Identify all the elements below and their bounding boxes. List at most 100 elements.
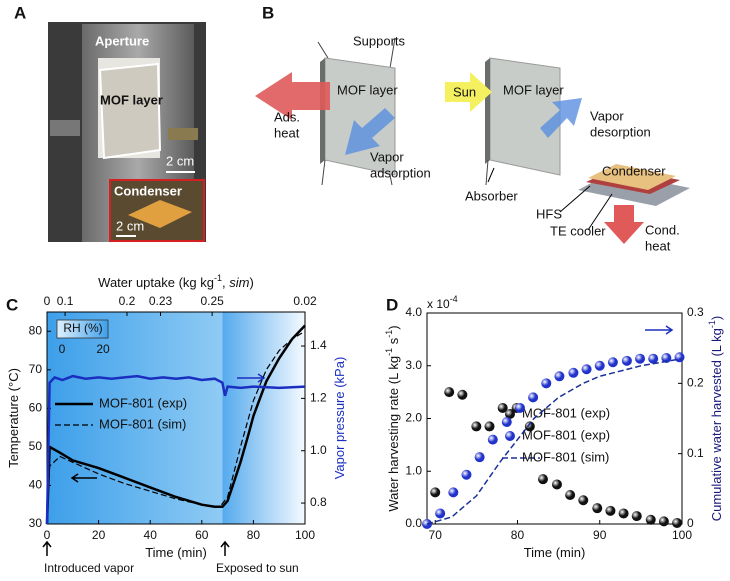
y-tick-label: 50 [29, 439, 43, 453]
legend-label: MOF-801 (sim) [522, 449, 609, 464]
diagram-label: adsorption [370, 165, 431, 180]
data-point [474, 452, 485, 463]
x-tick-label: 40 [144, 528, 158, 542]
y2-axis-title-part: Vapor pressure (kPa) [332, 357, 347, 480]
diagram-label: heat [645, 238, 671, 253]
data-point [661, 353, 672, 364]
data-point [568, 367, 579, 378]
x-tick-label: 90 [593, 528, 607, 542]
x-tick-label: 60 [195, 528, 209, 542]
x-axis-title-part: Time (min) [524, 545, 586, 560]
y-axis-title-part: -1 [384, 330, 394, 338]
data-point [581, 364, 592, 375]
x2-tick-label: 0.2 [119, 294, 136, 308]
data-line [46, 330, 306, 525]
x2-tick-label: 0 [44, 294, 51, 308]
photo-label: 2 cm [166, 153, 194, 168]
plot-frame [46, 311, 306, 525]
x-tick-label: 0 [44, 528, 51, 542]
x2-tick-label: 0.23 [149, 294, 173, 308]
x-tick-label: 100 [672, 528, 692, 542]
photo [48, 22, 206, 242]
diagram-label: Cond. [645, 222, 680, 237]
x2-axis-title-part: -1 [214, 273, 222, 283]
y2-tick-label: 0.1 [687, 446, 704, 460]
y2-tick-label: 1.0 [310, 443, 327, 457]
y-axis-title: Temperature (°C) [6, 368, 21, 468]
data-point [605, 505, 616, 516]
photo-label: Aperture [95, 33, 149, 48]
legend-label: MOF-801 (exp) [99, 395, 187, 410]
y2-tick-label: 0 [687, 516, 694, 530]
y-axis-title-part: s [386, 337, 401, 348]
x2-tick-label: 0.02 [293, 294, 317, 308]
colorbar-tick-label: 20 [96, 342, 110, 356]
y-tick-label: 2.0 [405, 411, 422, 425]
y2-axis-title-part: -1 [707, 320, 717, 328]
y2-tick-label: 0.2 [687, 376, 704, 390]
x2-axis-title-part: sim [229, 275, 249, 290]
x-tick-label: 80 [511, 528, 525, 542]
photo-label: MOF layer [100, 92, 163, 107]
y2-axis-title: Vapor pressure (kPa) [332, 357, 347, 480]
x-tick-label: 100 [295, 528, 315, 542]
panel-label: A [14, 3, 26, 22]
y-tick-label: 80 [29, 323, 43, 337]
plot-background [47, 312, 305, 524]
data-point [537, 474, 548, 485]
diagram-label: desorption [590, 124, 651, 139]
y-tick-label: 1.0 [405, 463, 422, 477]
y-axis-title-part: Water harvesting rate (L kg [386, 356, 401, 512]
x-tick-label: 70 [429, 528, 443, 542]
legend-marker [505, 409, 515, 419]
x2-axis-title-part: ) [249, 275, 253, 290]
panel-label: B [262, 3, 274, 22]
diagram-label: TE cooler [550, 223, 606, 238]
legend-label: MOF-801 (exp) [522, 405, 610, 420]
x2-axis-title: Water uptake (kg kg-1, sim) [98, 273, 254, 290]
y-tick-label: 30 [29, 516, 43, 530]
data-point [435, 508, 446, 519]
annotation: Introduced vapor [44, 561, 134, 575]
data-point [672, 517, 683, 528]
data-point [554, 371, 565, 382]
x-tick-label: 80 [247, 528, 261, 542]
axis-multiplier: x 10-4 [427, 294, 458, 311]
data-point [487, 434, 498, 445]
data-point [578, 495, 589, 506]
x-axis-title-part: Time (min) [145, 545, 207, 560]
data-point [528, 392, 539, 403]
diagram-label: MOF layer [337, 82, 398, 97]
data-point [551, 479, 562, 490]
data-point [501, 417, 512, 428]
x2-tick-label: 0.25 [200, 294, 224, 308]
photo-label: 2 cm [116, 218, 144, 233]
data-point [471, 421, 482, 432]
y-tick-label: 0.0 [405, 516, 422, 530]
x2-axis-title-part: , [222, 275, 229, 290]
data-point [461, 469, 472, 480]
panel-label: D [386, 295, 398, 314]
diagram-label: HFS [536, 206, 562, 221]
diagram-label: Vapor [590, 108, 624, 123]
data-point [444, 387, 455, 398]
data-point [631, 511, 642, 522]
data-point [607, 357, 618, 368]
diagram-label: Supports [353, 33, 406, 48]
y-axis-title-part: Temperature (°C) [6, 368, 21, 468]
arrows [42, 325, 674, 556]
colorbar [56, 319, 109, 339]
legend-label: MOF-801 (sim) [99, 416, 186, 431]
data-point [565, 489, 576, 500]
data-point [430, 487, 441, 498]
data-point [524, 421, 535, 432]
diagram-label: Vapor [370, 149, 404, 164]
legend-marker [505, 431, 515, 441]
axis-multiplier-part: x 10 [427, 297, 450, 311]
diagram-label: heat [274, 125, 300, 140]
data-point [618, 508, 629, 519]
data-point [541, 378, 552, 389]
diagram-label: Absorber [465, 188, 518, 203]
data-point [594, 360, 605, 371]
